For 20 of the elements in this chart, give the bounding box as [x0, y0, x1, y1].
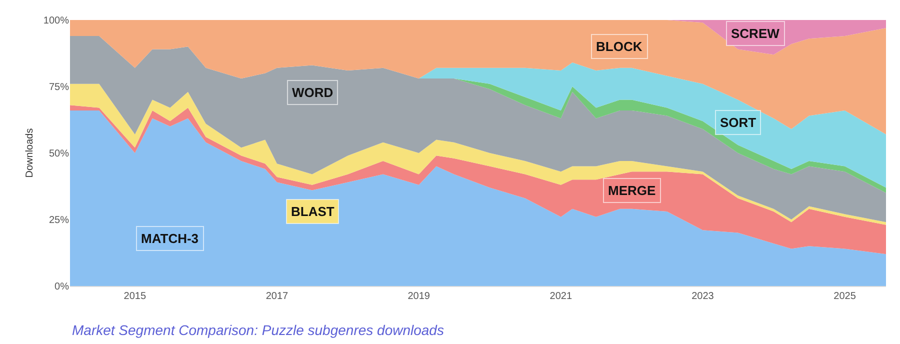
series-label: MATCH-3 — [141, 231, 199, 246]
series-label: MERGE — [608, 183, 656, 198]
y-tick-label: 75% — [48, 82, 70, 93]
series-label: BLAST — [291, 204, 334, 219]
series-label: SCREW — [731, 26, 780, 41]
x-tick-label: 2025 — [834, 291, 856, 302]
y-axis-title: Downloads — [24, 128, 36, 178]
series-label: BLOCK — [596, 39, 643, 54]
y-tick-label: 25% — [48, 215, 70, 226]
x-tick-label: 2019 — [408, 291, 430, 302]
text: Market Segment Comparison: Puzzle subgenres downloads — [72, 322, 444, 338]
y-tick-label: 100% — [43, 16, 70, 26]
y-tick-label: 50% — [48, 148, 70, 160]
series-label: SORT — [720, 115, 756, 130]
x-tick-label: 2021 — [550, 291, 572, 302]
x-tick-label: 2023 — [692, 291, 714, 302]
series-label: WORD — [292, 85, 334, 100]
y-tick-label: 0% — [54, 282, 70, 292]
x-tick-label: 2017 — [266, 291, 289, 302]
x-tick-label: 2015 — [124, 291, 146, 302]
